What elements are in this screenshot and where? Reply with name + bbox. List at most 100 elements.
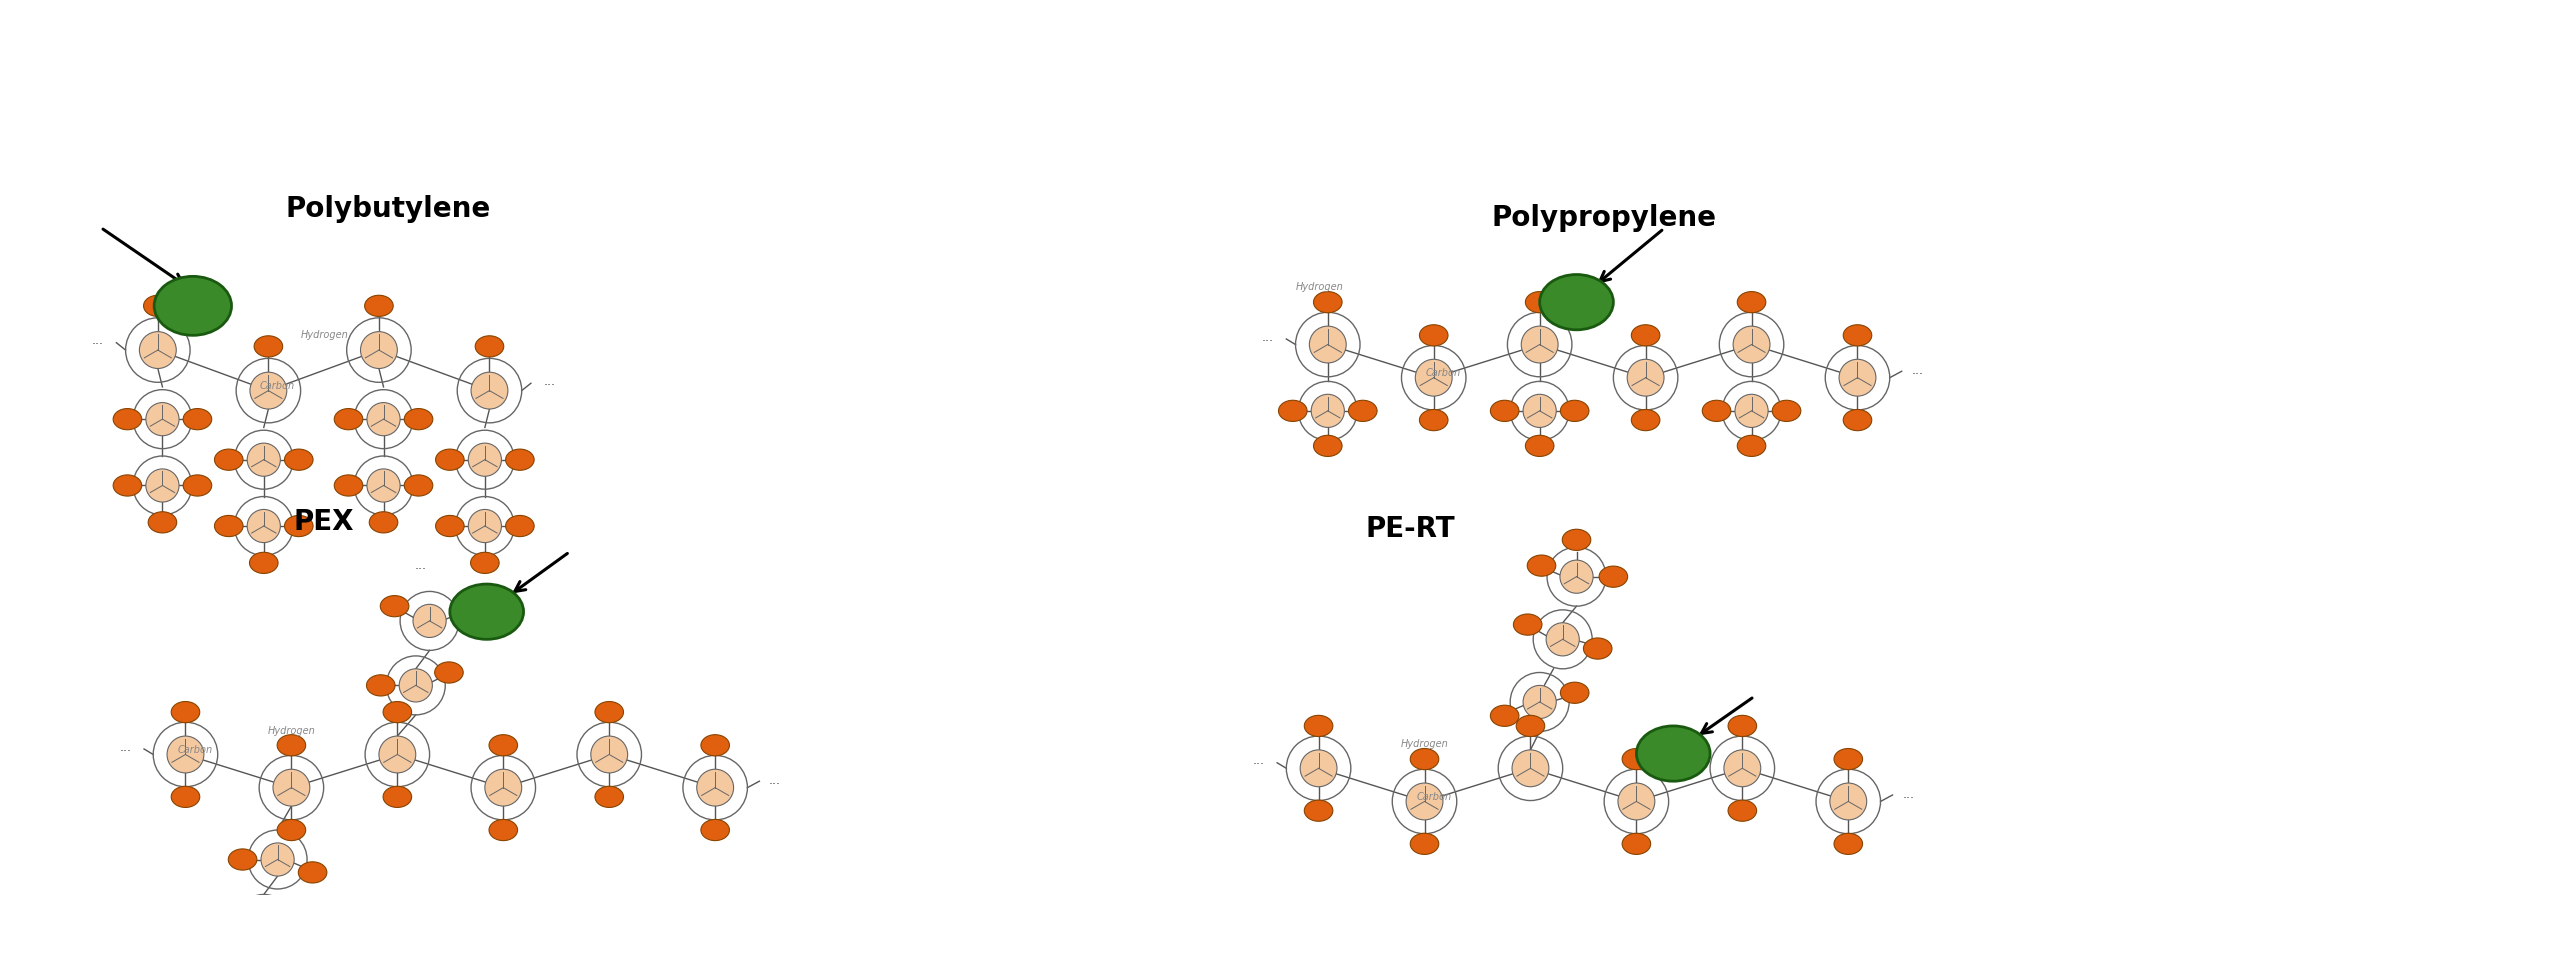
Text: Carbon: Carbon bbox=[177, 745, 212, 755]
Ellipse shape bbox=[1702, 400, 1731, 422]
Circle shape bbox=[166, 736, 205, 773]
Ellipse shape bbox=[489, 735, 517, 756]
Circle shape bbox=[1523, 395, 1556, 428]
Circle shape bbox=[1830, 783, 1866, 820]
Circle shape bbox=[379, 736, 415, 773]
Text: Polybutylene: Polybutylene bbox=[287, 195, 492, 224]
Circle shape bbox=[1521, 327, 1559, 363]
Text: Hydrogen: Hydrogen bbox=[269, 725, 315, 736]
Ellipse shape bbox=[1562, 682, 1590, 704]
Circle shape bbox=[412, 605, 445, 638]
Circle shape bbox=[1308, 327, 1347, 363]
Ellipse shape bbox=[404, 475, 433, 496]
Ellipse shape bbox=[504, 449, 535, 470]
Ellipse shape bbox=[253, 335, 282, 357]
Ellipse shape bbox=[284, 515, 312, 537]
Ellipse shape bbox=[435, 515, 463, 537]
Circle shape bbox=[248, 908, 282, 941]
Circle shape bbox=[1736, 395, 1769, 428]
Circle shape bbox=[1405, 783, 1444, 820]
Ellipse shape bbox=[1528, 555, 1556, 576]
Ellipse shape bbox=[335, 475, 364, 496]
Ellipse shape bbox=[1303, 715, 1334, 737]
Text: ...: ... bbox=[1262, 330, 1275, 344]
Ellipse shape bbox=[384, 786, 412, 808]
Circle shape bbox=[1628, 360, 1664, 397]
Text: ...: ... bbox=[768, 774, 781, 786]
Text: Carbon: Carbon bbox=[1416, 792, 1452, 802]
Text: ...: ... bbox=[1252, 754, 1265, 768]
Ellipse shape bbox=[215, 927, 243, 949]
Ellipse shape bbox=[1411, 833, 1439, 854]
Ellipse shape bbox=[1526, 435, 1554, 457]
Ellipse shape bbox=[384, 702, 412, 723]
Ellipse shape bbox=[451, 584, 525, 640]
Ellipse shape bbox=[1623, 833, 1651, 854]
Ellipse shape bbox=[113, 475, 141, 496]
Ellipse shape bbox=[1313, 435, 1341, 457]
Ellipse shape bbox=[404, 408, 433, 430]
Ellipse shape bbox=[1313, 292, 1341, 313]
Text: ...: ... bbox=[415, 559, 428, 573]
Ellipse shape bbox=[594, 786, 625, 808]
Ellipse shape bbox=[1623, 748, 1651, 770]
Ellipse shape bbox=[476, 335, 504, 357]
Circle shape bbox=[1311, 395, 1344, 428]
Circle shape bbox=[1559, 560, 1592, 593]
Circle shape bbox=[1546, 623, 1580, 656]
Ellipse shape bbox=[1539, 274, 1613, 330]
Ellipse shape bbox=[248, 552, 279, 573]
Text: PEX: PEX bbox=[294, 508, 353, 537]
Ellipse shape bbox=[284, 920, 312, 942]
Circle shape bbox=[468, 509, 502, 542]
Circle shape bbox=[471, 372, 507, 409]
Ellipse shape bbox=[300, 862, 328, 883]
Ellipse shape bbox=[215, 449, 243, 470]
Circle shape bbox=[484, 769, 522, 806]
Ellipse shape bbox=[1303, 800, 1334, 821]
Circle shape bbox=[591, 736, 627, 773]
Ellipse shape bbox=[215, 515, 243, 537]
Ellipse shape bbox=[1490, 400, 1518, 422]
Ellipse shape bbox=[1636, 726, 1710, 781]
Ellipse shape bbox=[1585, 638, 1613, 659]
Ellipse shape bbox=[381, 596, 410, 617]
Ellipse shape bbox=[504, 515, 535, 537]
Ellipse shape bbox=[471, 552, 499, 573]
Ellipse shape bbox=[1728, 715, 1756, 737]
Circle shape bbox=[146, 469, 179, 503]
Ellipse shape bbox=[1513, 614, 1541, 635]
Text: Hydrogen: Hydrogen bbox=[1400, 740, 1449, 749]
Ellipse shape bbox=[148, 511, 177, 533]
Ellipse shape bbox=[1418, 409, 1449, 431]
Ellipse shape bbox=[701, 735, 730, 756]
Circle shape bbox=[1523, 685, 1556, 718]
Text: ...: ... bbox=[92, 334, 105, 347]
Ellipse shape bbox=[276, 735, 305, 756]
Text: Carbon: Carbon bbox=[1426, 368, 1462, 378]
Ellipse shape bbox=[172, 702, 200, 723]
Ellipse shape bbox=[594, 702, 625, 723]
Ellipse shape bbox=[284, 449, 312, 470]
Circle shape bbox=[1416, 360, 1452, 397]
Text: Hydrogen: Hydrogen bbox=[1295, 283, 1344, 293]
Circle shape bbox=[399, 669, 433, 702]
Text: Polypropylene: Polypropylene bbox=[1492, 204, 1718, 232]
Ellipse shape bbox=[172, 786, 200, 808]
Ellipse shape bbox=[1411, 748, 1439, 770]
Circle shape bbox=[468, 443, 502, 476]
Circle shape bbox=[696, 769, 735, 806]
Ellipse shape bbox=[1631, 325, 1659, 346]
Circle shape bbox=[1723, 749, 1761, 786]
Circle shape bbox=[138, 331, 177, 368]
Ellipse shape bbox=[335, 408, 364, 430]
Ellipse shape bbox=[435, 449, 463, 470]
Ellipse shape bbox=[276, 819, 305, 841]
Ellipse shape bbox=[1772, 400, 1800, 422]
Ellipse shape bbox=[1277, 400, 1308, 422]
Ellipse shape bbox=[184, 475, 212, 496]
Ellipse shape bbox=[154, 276, 230, 335]
Ellipse shape bbox=[1600, 566, 1628, 587]
Ellipse shape bbox=[364, 295, 394, 317]
Ellipse shape bbox=[1728, 800, 1756, 821]
